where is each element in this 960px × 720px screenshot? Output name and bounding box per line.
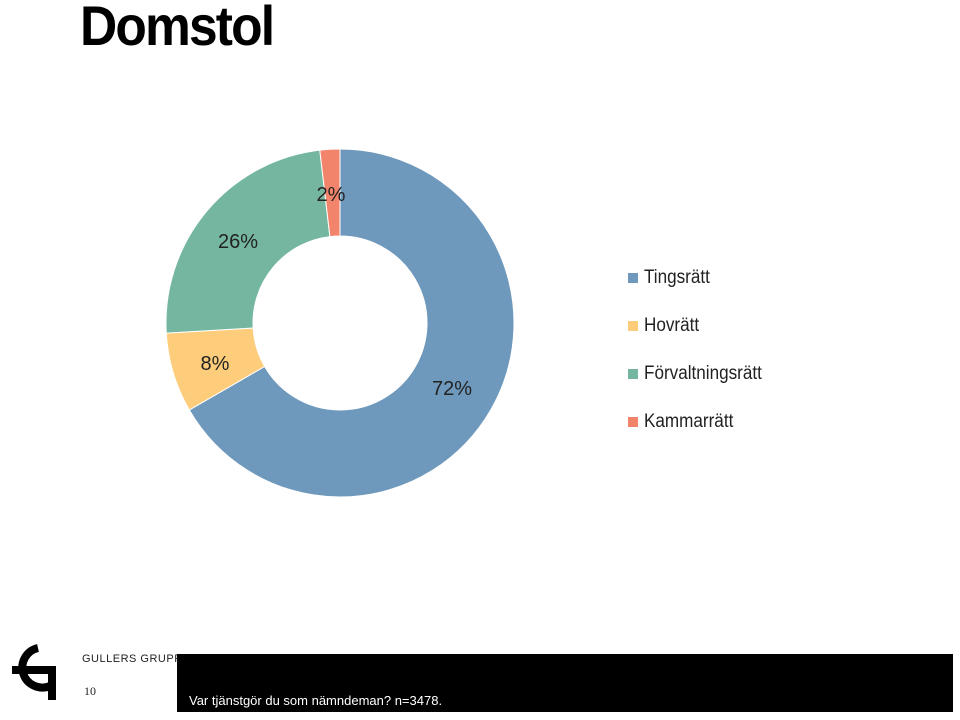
donut-slice-3 xyxy=(319,148,341,238)
gullers-logo-icon xyxy=(12,644,56,700)
legend-item-hovratt: Hovrätt xyxy=(628,314,775,338)
data-label-2: 26% xyxy=(218,231,258,253)
legend-label: Förvaltningsrätt xyxy=(644,363,762,384)
legend-label: Hovrätt xyxy=(644,315,700,336)
data-label-1: 8% xyxy=(201,353,230,375)
data-label-3: 2% xyxy=(317,184,346,206)
legend-item-forvaltningsratt: Förvaltningsrätt xyxy=(628,362,775,386)
slide-title: Domstol xyxy=(80,0,275,57)
legend-label: Tingsrätt xyxy=(644,267,710,288)
footer-question-text: Var tjänstgör du som nämndeman? n=3478. xyxy=(189,693,443,708)
legend-swatch xyxy=(628,273,638,283)
legend-swatch xyxy=(628,369,638,379)
donut-slice-2 xyxy=(165,149,331,334)
chart-legend: Tingsrätt Hovrätt Förvaltningsrätt Kamma… xyxy=(628,266,775,458)
data-label-0: 72% xyxy=(432,378,472,400)
legend-item-tingsratt: Tingsrätt xyxy=(628,266,775,290)
legend-item-kammarratt: Kammarrätt xyxy=(628,410,775,434)
legend-swatch xyxy=(628,321,638,331)
legend-label: Kammarrätt xyxy=(644,411,734,432)
donut-slice-0 xyxy=(188,148,515,498)
brand-name: GULLERS GRUPP xyxy=(82,653,183,665)
page-number: 10 xyxy=(84,684,96,698)
footer-bar: Var tjänstgör du som nämndeman? n=3478. xyxy=(177,654,953,712)
legend-swatch xyxy=(628,417,638,427)
